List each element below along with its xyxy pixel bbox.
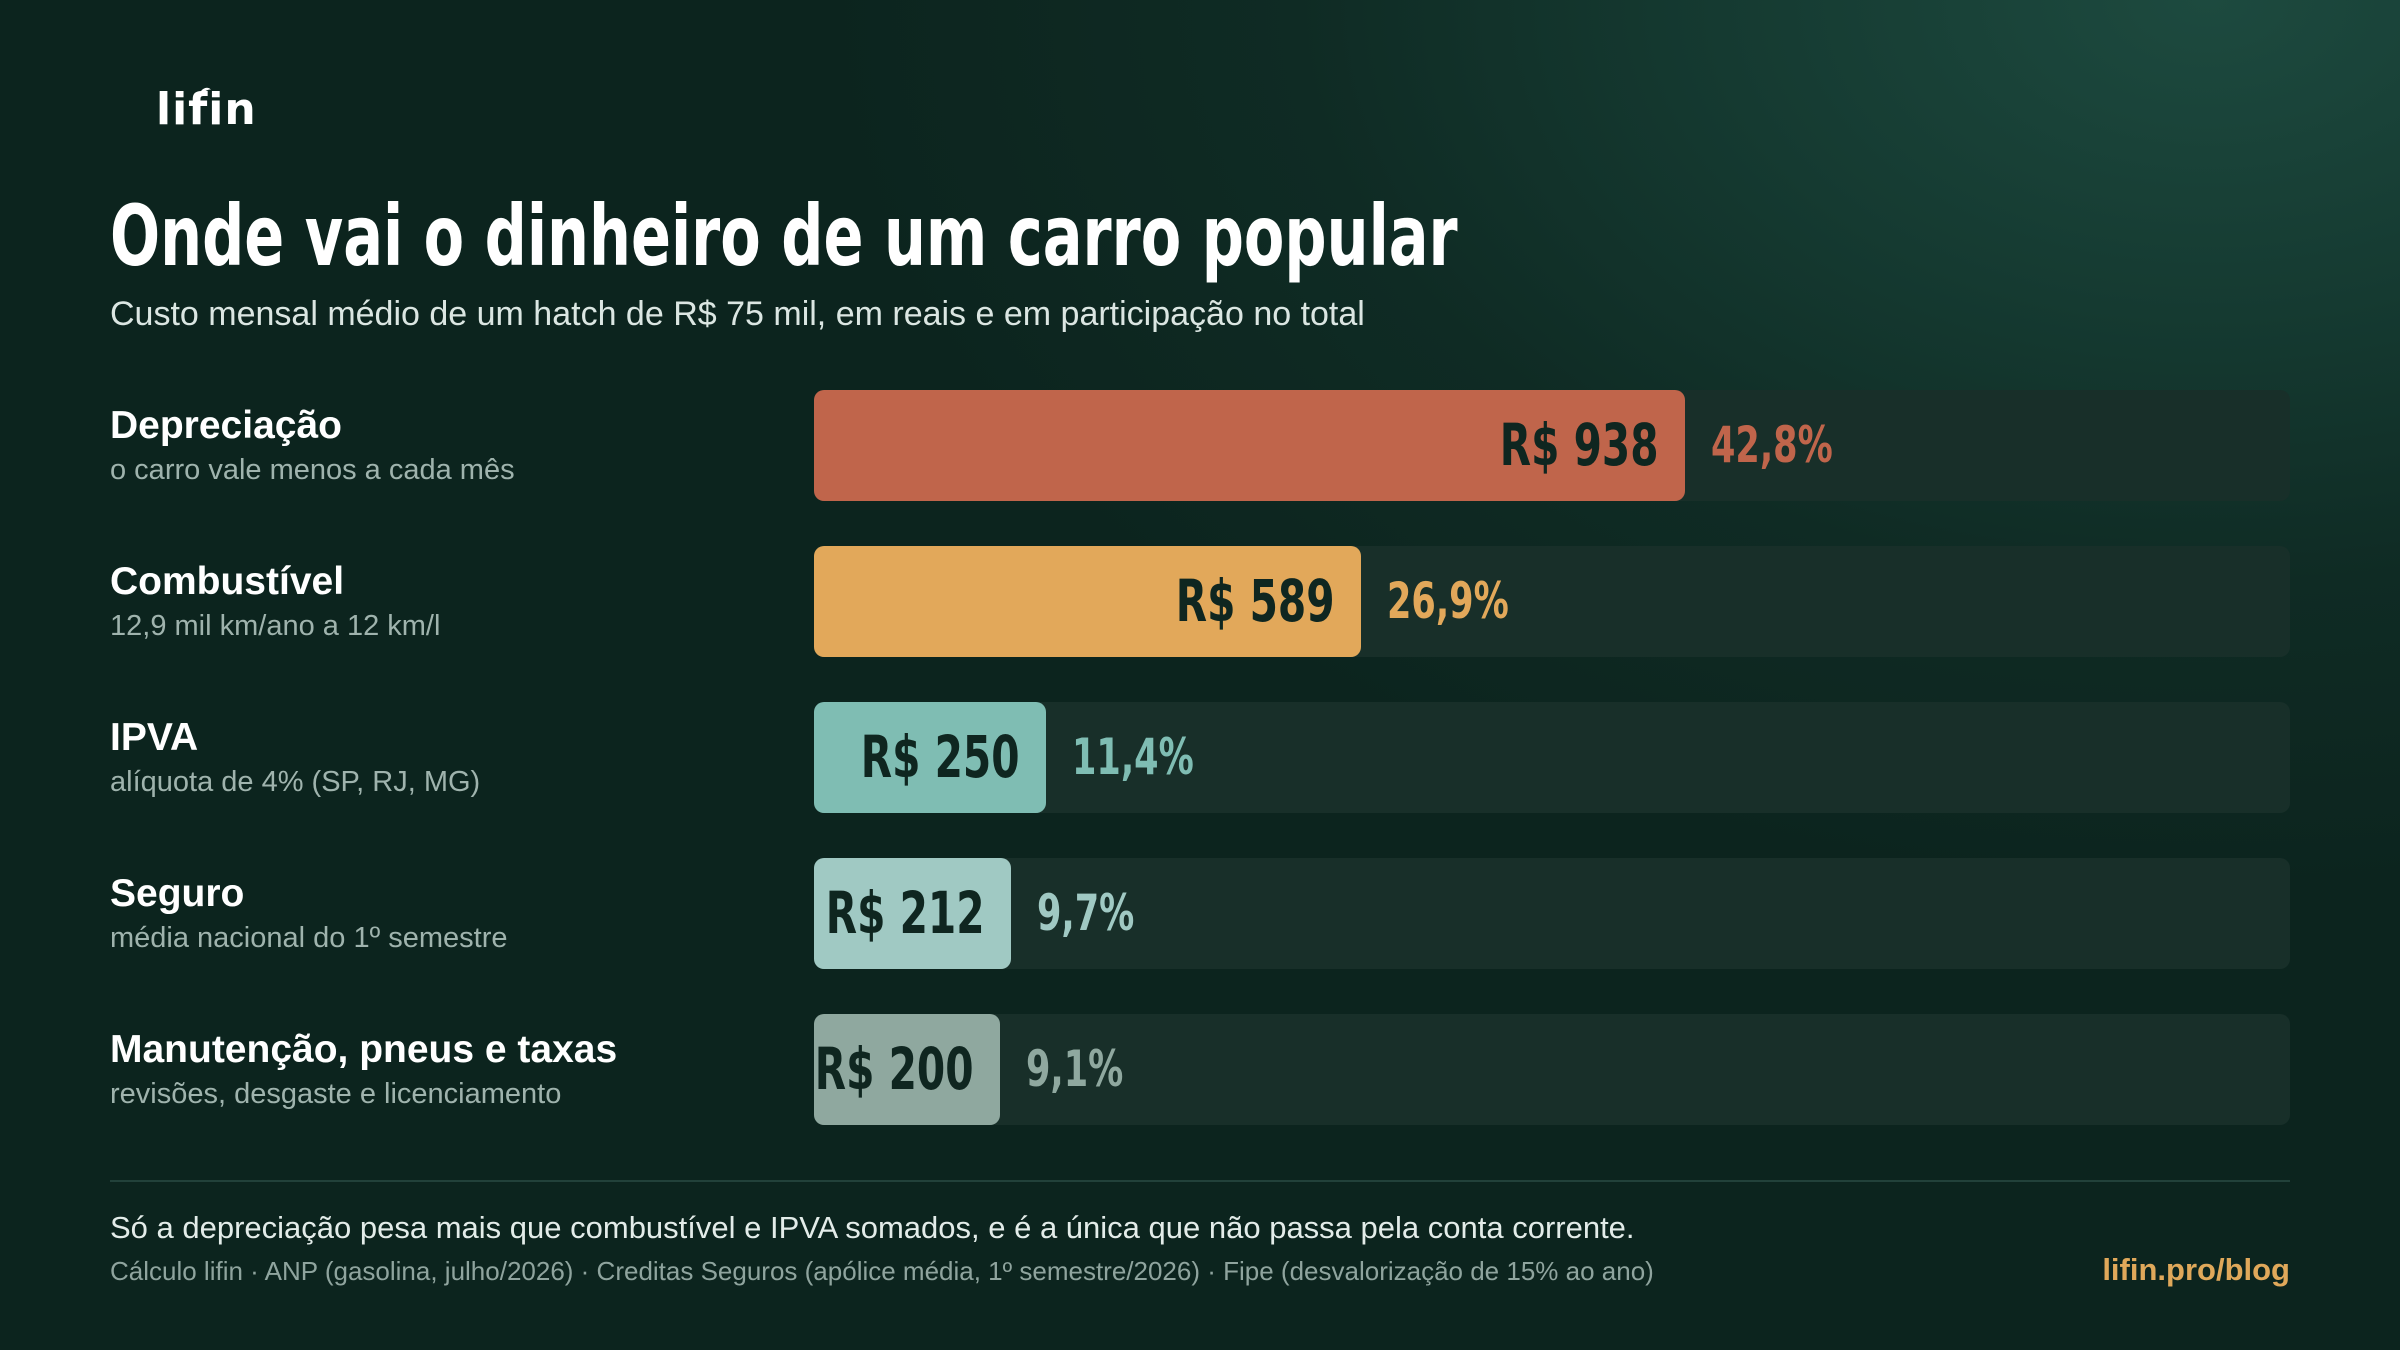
category-description: média nacional do 1º semestre — [110, 922, 508, 954]
bar — [814, 702, 1046, 813]
value-label: R$ 250 — [861, 723, 1020, 791]
footer-divider — [110, 1180, 2290, 1182]
category-description: 12,9 mil km/ano a 12 km/l — [110, 610, 441, 642]
chart-subtitle: Custo mensal médio de um hatch de R$ 75 … — [110, 295, 1365, 333]
category-label: Manutenção, pneus e taxas — [110, 1028, 618, 1071]
value-label: R$ 589 — [1176, 567, 1335, 635]
footer-note: Só a depreciação pesa mais que combustív… — [110, 1210, 1635, 1245]
bar — [814, 1014, 1000, 1125]
bar — [814, 858, 1011, 969]
site-link[interactable]: lifin.pro/blog — [2102, 1252, 2290, 1287]
share-label: 42,8% — [1711, 416, 1833, 474]
bar-track — [814, 1014, 2290, 1125]
logo: lifin — [156, 84, 257, 135]
bar — [814, 390, 1685, 501]
category-description: o carro vale menos a cada mês — [110, 454, 515, 486]
category-label: IPVA — [110, 716, 199, 759]
bar-track — [814, 858, 2290, 969]
category-label: Depreciação — [110, 404, 342, 447]
bar — [814, 546, 1361, 657]
bar-track — [814, 702, 2290, 813]
category-description: alíquota de 4% (SP, RJ, MG) — [110, 766, 481, 798]
value-label: R$ 200 — [815, 1035, 974, 1103]
footer-source: Cálculo lifin · ANP (gasolina, julho/202… — [110, 1256, 1654, 1286]
share-label: 11,4% — [1072, 728, 1194, 786]
share-label: 9,7% — [1037, 884, 1135, 942]
category-description: revisões, desgaste e licenciamento — [110, 1078, 562, 1110]
share-label: 9,1% — [1026, 1040, 1124, 1098]
chart-title: Onde vai o dinheiro de um carro popular — [110, 187, 1458, 285]
category-label: Combustível — [110, 560, 345, 603]
category-label: Seguro — [110, 872, 245, 915]
value-label: R$ 212 — [826, 879, 985, 947]
share-label: 26,9% — [1387, 572, 1509, 630]
value-label: R$ 938 — [1500, 411, 1659, 479]
